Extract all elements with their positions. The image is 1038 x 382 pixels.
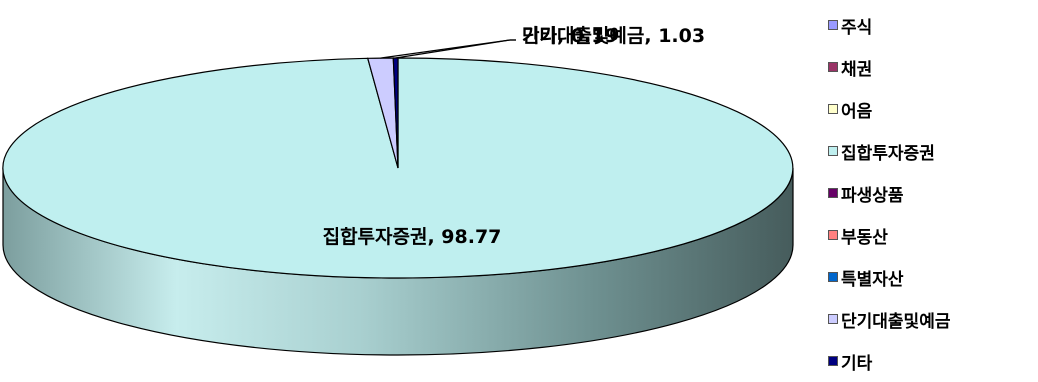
- legend-item: 채권: [828, 46, 1034, 88]
- legend-label: 집합투자증권: [841, 143, 935, 164]
- legend-label: 어음: [841, 101, 873, 122]
- legend-label: 주식: [841, 17, 873, 38]
- legend-label: 기타: [841, 353, 873, 374]
- leader-line: [395, 39, 516, 59]
- legend-item: 주식: [828, 4, 1034, 46]
- legend-item: 부동산: [828, 214, 1034, 256]
- legend-label: 파생상품: [841, 185, 904, 206]
- legend-item: 파생상품: [828, 172, 1034, 214]
- legend-item: 집합투자증권: [828, 130, 1034, 172]
- legend-label: 단기대출및예금: [841, 311, 951, 332]
- legend-label: 부동산: [841, 227, 888, 248]
- legend-item: 특별자산: [828, 256, 1034, 298]
- legend-label: 채권: [841, 59, 873, 80]
- data-label: 단기대출및예금, 1.03: [522, 25, 705, 47]
- legend-swatch: [828, 104, 838, 114]
- legend-swatch: [828, 20, 838, 30]
- legend-swatch: [828, 230, 838, 240]
- legend-swatch: [828, 62, 838, 72]
- legend-swatch: [828, 188, 838, 198]
- legend-item: 기타: [828, 340, 1034, 382]
- legend-swatch: [828, 146, 838, 156]
- legend-swatch: [828, 356, 838, 366]
- data-label: 집합투자증권, 98.77: [323, 226, 502, 248]
- legend-item: 어음: [828, 88, 1034, 130]
- legend-item: 단기대출및예금: [828, 298, 1034, 340]
- data-label: 기타, 0.19: [522, 25, 618, 47]
- legend-swatch: [828, 314, 838, 324]
- legend-label: 특별자산: [841, 269, 904, 290]
- legend-swatch: [828, 272, 838, 282]
